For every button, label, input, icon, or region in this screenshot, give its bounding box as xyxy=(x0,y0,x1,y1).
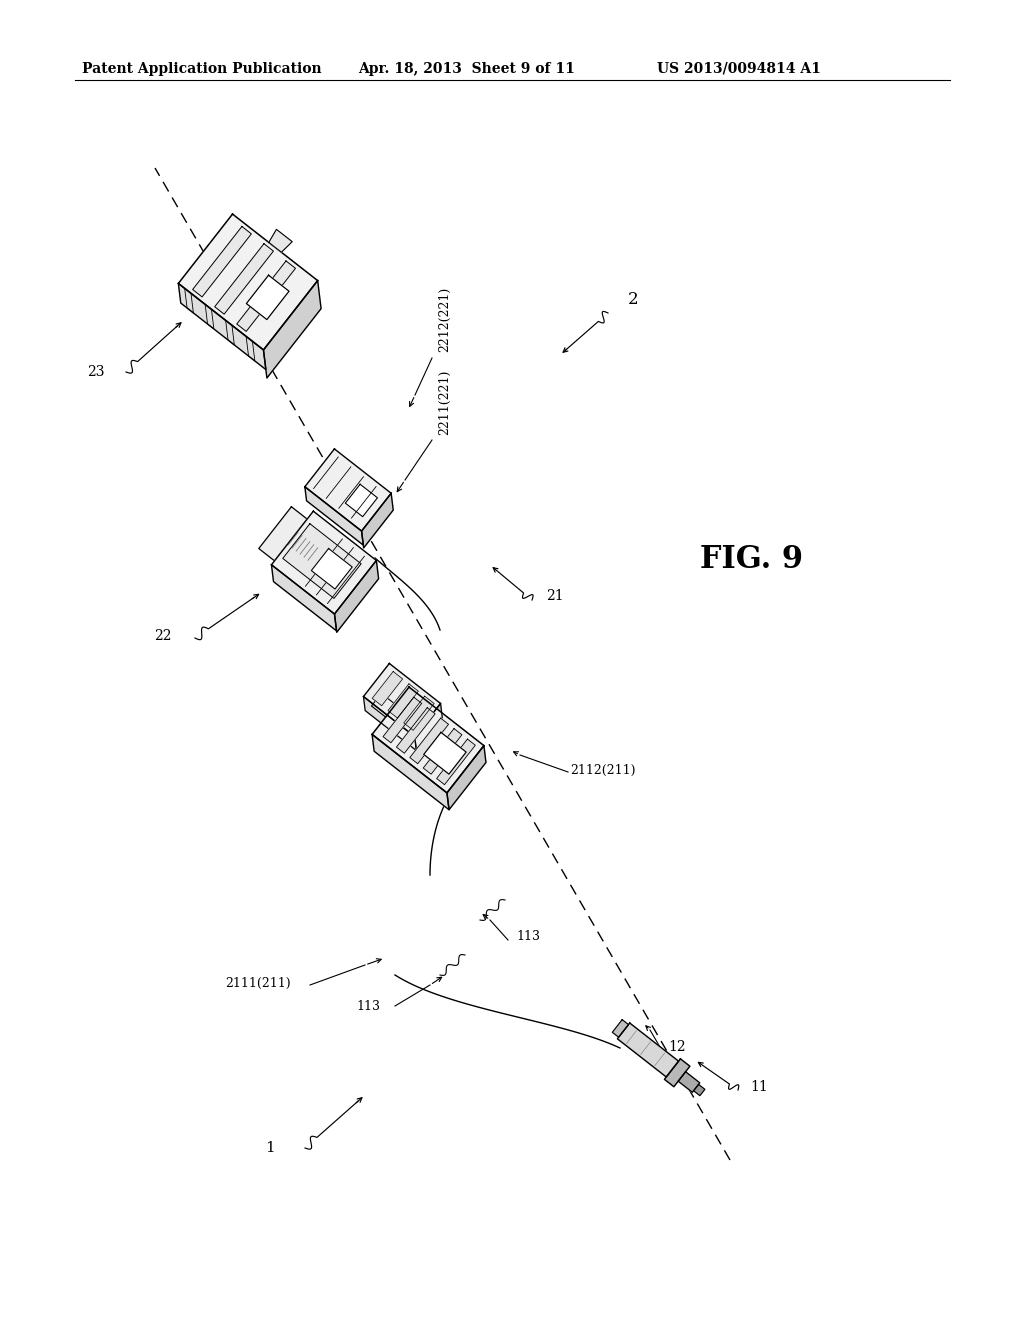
Polygon shape xyxy=(259,507,307,561)
Polygon shape xyxy=(693,1085,705,1096)
Polygon shape xyxy=(305,449,391,531)
Polygon shape xyxy=(283,524,361,598)
Text: 113: 113 xyxy=(356,999,380,1012)
Polygon shape xyxy=(345,484,378,516)
Polygon shape xyxy=(372,734,450,809)
Polygon shape xyxy=(617,1023,679,1077)
Text: Patent Application Publication: Patent Application Publication xyxy=(82,62,322,77)
Polygon shape xyxy=(665,1059,690,1086)
Polygon shape xyxy=(271,565,337,631)
Text: 11: 11 xyxy=(750,1080,768,1094)
Polygon shape xyxy=(364,697,417,751)
Text: Apr. 18, 2013  Sheet 9 of 11: Apr. 18, 2013 Sheet 9 of 11 xyxy=(358,62,574,77)
Polygon shape xyxy=(263,281,322,378)
Polygon shape xyxy=(335,561,379,632)
Polygon shape xyxy=(372,693,395,717)
Polygon shape xyxy=(383,697,422,743)
Text: 23: 23 xyxy=(87,366,105,379)
Text: 2: 2 xyxy=(628,292,639,309)
Polygon shape xyxy=(424,733,466,774)
Polygon shape xyxy=(237,261,296,331)
Text: 2111(211): 2111(211) xyxy=(225,977,291,990)
Polygon shape xyxy=(247,275,289,319)
Text: 113: 113 xyxy=(516,931,540,944)
Text: 22: 22 xyxy=(155,630,172,643)
Polygon shape xyxy=(311,549,352,589)
Polygon shape xyxy=(678,1072,699,1092)
Polygon shape xyxy=(178,284,266,370)
Text: 21: 21 xyxy=(546,589,563,603)
Polygon shape xyxy=(410,718,449,764)
Text: US 2013/0094814 A1: US 2013/0094814 A1 xyxy=(657,62,821,77)
Polygon shape xyxy=(364,664,440,737)
Polygon shape xyxy=(193,227,251,297)
Polygon shape xyxy=(305,487,364,545)
Text: FIG. 9: FIG. 9 xyxy=(700,544,803,576)
Polygon shape xyxy=(268,230,292,252)
Polygon shape xyxy=(388,684,419,718)
Polygon shape xyxy=(372,688,484,793)
Text: 1: 1 xyxy=(265,1140,275,1155)
Polygon shape xyxy=(403,696,434,730)
Polygon shape xyxy=(178,214,317,350)
Polygon shape xyxy=(415,704,442,751)
Polygon shape xyxy=(215,244,273,314)
Polygon shape xyxy=(612,1019,629,1038)
Polygon shape xyxy=(361,494,393,548)
Polygon shape xyxy=(446,746,486,809)
Text: 2212(221): 2212(221) xyxy=(438,286,452,352)
Text: 2211(221): 2211(221) xyxy=(438,370,452,436)
Text: 2112(211): 2112(211) xyxy=(570,763,636,776)
Polygon shape xyxy=(396,708,435,754)
Polygon shape xyxy=(271,511,377,614)
Polygon shape xyxy=(423,729,462,774)
Polygon shape xyxy=(373,672,402,706)
Polygon shape xyxy=(436,739,475,784)
Text: 12: 12 xyxy=(668,1040,686,1053)
